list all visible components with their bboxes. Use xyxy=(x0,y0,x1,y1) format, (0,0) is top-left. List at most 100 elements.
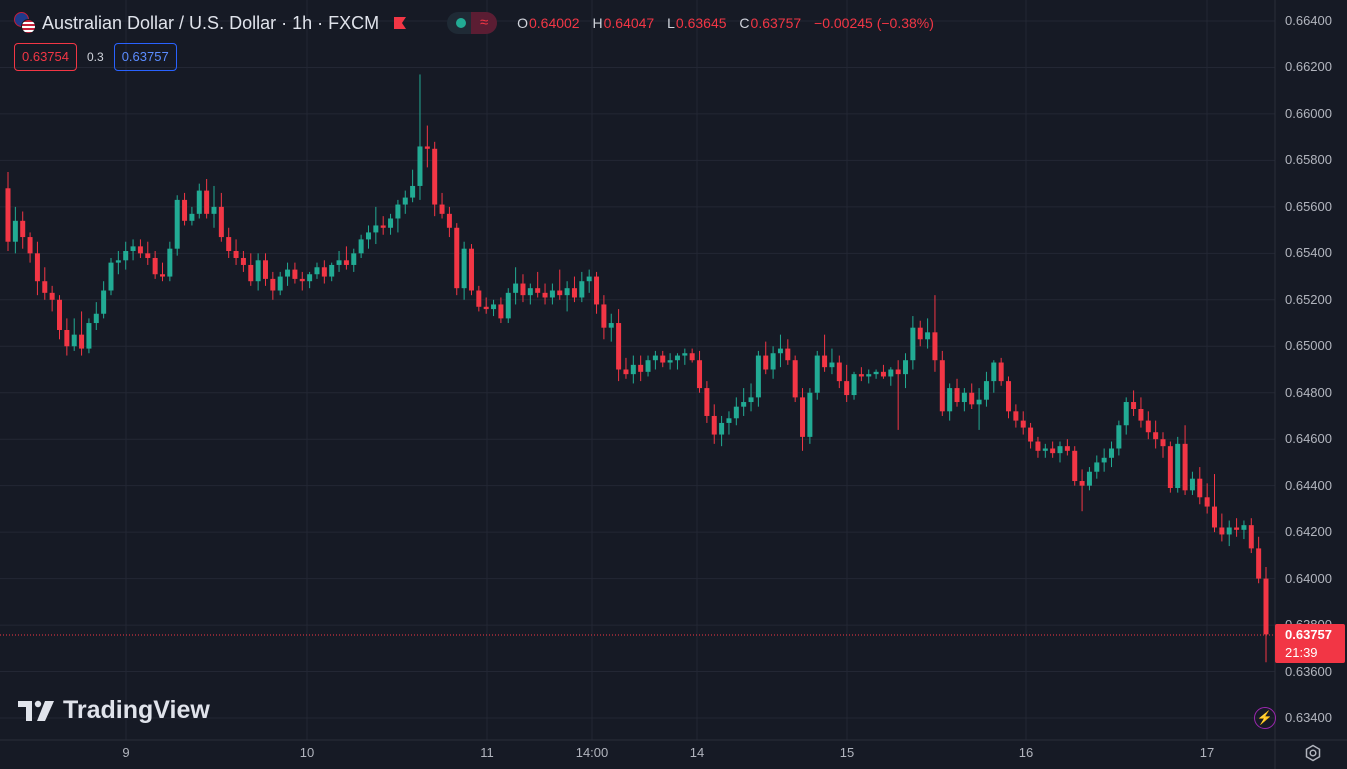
price-tick-label: 0.65800 xyxy=(1285,152,1332,168)
candle-body xyxy=(1131,402,1137,409)
sell-bid-button[interactable]: 0.63754 xyxy=(14,43,77,71)
candle-up xyxy=(719,415,725,447)
candle-body xyxy=(321,267,327,277)
candle-down xyxy=(159,262,165,282)
candle-up xyxy=(1101,448,1107,472)
symbol-title[interactable]: Australian Dollar / U.S. Dollar · 1h · F… xyxy=(42,12,380,33)
candle-body xyxy=(240,257,246,265)
candle-down xyxy=(1248,518,1254,554)
candle-body xyxy=(5,188,11,242)
candle-down xyxy=(954,378,960,407)
candle-body xyxy=(218,206,224,238)
candle-body xyxy=(1263,578,1269,635)
candle-down xyxy=(1028,422,1034,449)
candle-body xyxy=(1013,411,1019,421)
candle-body xyxy=(763,355,769,370)
candle-body xyxy=(579,281,585,298)
candle-body xyxy=(1079,481,1085,486)
candle-body xyxy=(1138,408,1144,421)
candle-down xyxy=(932,295,938,372)
price-tick-label: 0.63600 xyxy=(1285,663,1332,679)
candle-body xyxy=(417,146,423,186)
candle-down xyxy=(917,320,923,347)
candle-down xyxy=(623,357,629,379)
candle-body xyxy=(270,278,276,291)
candle-body xyxy=(108,262,114,291)
candle-body xyxy=(454,227,460,289)
lightning-icon[interactable]: ⚡ xyxy=(1254,707,1276,729)
candle-up xyxy=(851,371,857,400)
candle-down xyxy=(1013,404,1019,428)
candle-up xyxy=(652,350,658,370)
last-price-value: 0.63757 xyxy=(1285,627,1332,642)
candle-down xyxy=(468,244,474,296)
bar-countdown: 21:39 xyxy=(1285,645,1318,660)
price-tick-label: 0.65000 xyxy=(1285,338,1332,354)
candle-body xyxy=(741,402,747,407)
candle-body xyxy=(1212,506,1218,528)
candle-body xyxy=(196,190,202,214)
candle-body xyxy=(343,260,349,265)
candle-up xyxy=(307,271,313,289)
candle-down xyxy=(697,350,703,393)
candle-body xyxy=(27,237,33,254)
price-tick-label: 0.64600 xyxy=(1285,431,1332,447)
candle-body xyxy=(770,353,776,370)
price-tick-label: 0.66000 xyxy=(1285,105,1332,121)
candle-body xyxy=(233,251,239,258)
candle-up xyxy=(505,288,511,324)
candle-body xyxy=(483,306,489,310)
candle-up xyxy=(733,397,739,426)
candle-body xyxy=(961,392,967,403)
price-tick-label: 0.65400 xyxy=(1285,245,1332,261)
candle-body xyxy=(520,283,526,296)
candle-body xyxy=(79,334,85,349)
tradingview-logo[interactable]: TradingView xyxy=(18,696,210,725)
candle-body xyxy=(402,197,408,205)
time-tick-label: 15 xyxy=(839,745,855,760)
candle-body xyxy=(800,397,806,437)
settings-gear-icon[interactable] xyxy=(1303,743,1323,763)
candle-body xyxy=(1219,527,1225,535)
candle-down xyxy=(270,271,276,300)
candle-body xyxy=(71,334,77,347)
candle-body xyxy=(56,299,62,331)
candle-down xyxy=(1050,441,1056,458)
candle-up xyxy=(777,334,783,368)
candle-body xyxy=(137,246,143,254)
candle-down xyxy=(836,355,842,389)
candle-down xyxy=(152,251,158,279)
candle-down xyxy=(424,125,430,168)
candle-body xyxy=(204,190,210,214)
market-open-dot-icon xyxy=(456,18,467,28)
candle-down xyxy=(49,285,55,312)
candle-body xyxy=(446,213,452,228)
candle-up xyxy=(358,234,364,258)
candle-body xyxy=(660,355,666,363)
flag-icon[interactable] xyxy=(393,16,407,30)
candle-body xyxy=(152,257,158,275)
candle-body xyxy=(601,304,607,328)
candle-up xyxy=(115,251,121,275)
candle-body xyxy=(1123,402,1129,426)
candle-body xyxy=(755,355,761,398)
candle-down xyxy=(292,262,298,284)
candle-body xyxy=(86,323,92,349)
candle-up xyxy=(873,369,879,379)
candle-body xyxy=(836,362,842,382)
candle-body xyxy=(866,374,872,377)
time-tick-label: 10 xyxy=(299,745,315,760)
candle-body xyxy=(777,348,783,354)
candle-down xyxy=(895,360,901,430)
candle-up xyxy=(888,367,894,386)
candle-up xyxy=(1057,441,1063,463)
candle-body xyxy=(1006,381,1012,412)
market-status-pill[interactable]: ≈ xyxy=(447,12,498,34)
candle-body xyxy=(498,304,504,319)
candle-body xyxy=(608,323,614,328)
buy-ask-button[interactable]: 0.63757 xyxy=(113,43,177,71)
candle-up xyxy=(630,355,636,384)
candle-body xyxy=(549,290,555,298)
change-value: −0.00245 (−0.38%) xyxy=(814,15,934,31)
